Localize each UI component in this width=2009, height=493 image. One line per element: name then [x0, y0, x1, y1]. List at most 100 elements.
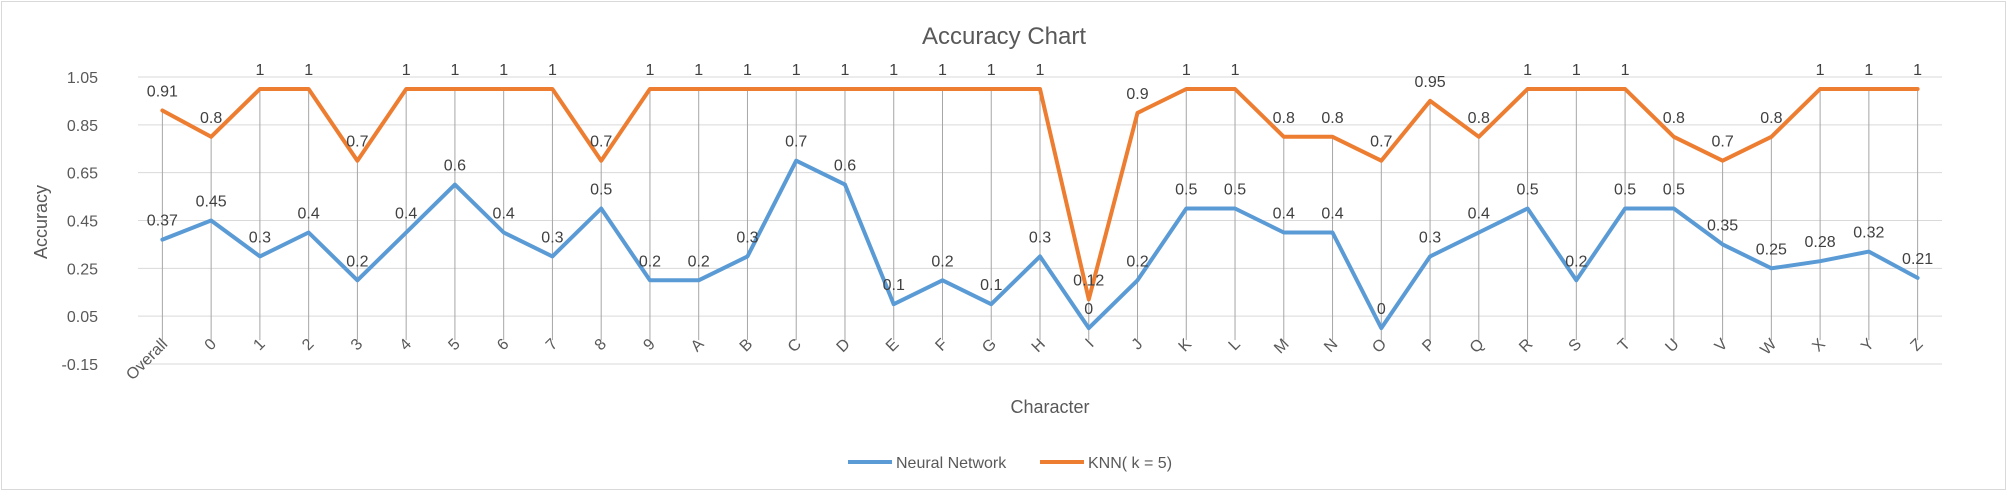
y-tick-label: 0.65 [67, 166, 98, 183]
legend-label: KNN( k = 5) [1088, 455, 1172, 472]
nn-data-label: 0.35 [1707, 217, 1738, 234]
knn-data-label: 0.7 [590, 134, 612, 151]
knn-data-label: 1 [255, 62, 264, 79]
x-axis-ticks: Overall 0 1 2 3 4 5 6 7 8 9 A B C D E F G H I J K L M N O P Q R S T U V W… [123, 335, 1926, 383]
x-axis-title: Character [1010, 397, 1089, 417]
knn-data-label: 0.7 [1370, 134, 1392, 151]
knn-data-label: 1 [645, 62, 654, 79]
knn-data-label: 0.9 [1126, 86, 1148, 103]
nn-data-label: 0.3 [736, 229, 758, 246]
knn-data-label: 0.12 [1073, 272, 1104, 289]
nn-data-label: 0.1 [980, 277, 1002, 294]
y-axis-title: Accuracy [31, 185, 51, 259]
x-tick-label: Y [1858, 336, 1878, 356]
knn-data-label: 1 [987, 62, 996, 79]
x-tick-label: F [932, 336, 951, 355]
knn-data-label: 1 [1621, 62, 1630, 79]
nn-data-label: 0.5 [1516, 182, 1538, 199]
y-tick-label: 0.05 [67, 309, 98, 326]
knn-data-label: 1 [499, 62, 508, 79]
nn-data-label: 0.32 [1853, 225, 1884, 242]
knn-data-label: 1 [792, 62, 801, 79]
x-tick-label: C [785, 336, 805, 356]
nn-data-label: 0.2 [931, 253, 953, 270]
knn-data-label: 1 [889, 62, 898, 79]
x-tick-label: Z [1908, 336, 1927, 355]
x-tick-label: I [1082, 336, 1097, 351]
category-droplines [161, 88, 1919, 341]
x-tick-label: P [1419, 336, 1439, 356]
knn-data-label: 1 [694, 62, 703, 79]
x-tick-label: R [1516, 336, 1536, 356]
knn-data-label: 1 [1572, 62, 1581, 79]
knn-data-label: 1 [402, 62, 411, 79]
y-tick-label: 0.25 [67, 261, 98, 278]
knn-data-label: 1 [1231, 62, 1240, 79]
knn-data-label: 1 [938, 62, 947, 79]
nn-data-label: 0.4 [1273, 205, 1295, 222]
x-tick-label: Overall [123, 336, 171, 384]
nn-data-label: 0.3 [249, 229, 271, 246]
knn-data-label: 1 [548, 62, 557, 79]
nn-data-label: 0.4 [1468, 205, 1490, 222]
nn-data-label: 0.2 [688, 253, 710, 270]
nn-data-label: 0.5 [1175, 182, 1197, 199]
x-tick-label: U [1662, 336, 1682, 356]
knn-data-label: 1 [1864, 62, 1873, 79]
knn-data-label: 1 [450, 62, 459, 79]
knn-data-label: 1 [1816, 62, 1825, 79]
knn-data-label: 0.7 [346, 134, 368, 151]
x-tick-label: D [834, 336, 854, 356]
y-tick-label: -0.15 [62, 357, 99, 374]
x-tick-label: W [1757, 335, 1780, 358]
knn-data-label: 0.8 [200, 110, 222, 127]
x-tick-label: Q [1467, 336, 1488, 357]
x-tick-label: V [1712, 336, 1732, 356]
series-neural-network [160, 158, 1920, 331]
y-tick-label: 0.45 [67, 214, 98, 231]
nn-data-label: 0.21 [1902, 251, 1933, 268]
y-tick-label: 1.05 [67, 70, 98, 87]
nn-data-label: 0.4 [493, 205, 515, 222]
y-tick-label: 0.85 [67, 118, 98, 135]
knn-data-label: 0.8 [1273, 110, 1295, 127]
nn-data-label: 0.4 [298, 205, 320, 222]
nn-data-label: 0.2 [1126, 253, 1148, 270]
knn-data-label: 1 [841, 62, 850, 79]
legend: Neural Network KNN( k = 5) [848, 455, 1172, 472]
x-tick-label: K [1176, 336, 1196, 356]
nn-data-label: 0.3 [541, 229, 563, 246]
nn-data-label: 0.2 [639, 253, 661, 270]
x-tick-label: H [1029, 336, 1049, 356]
nn-data-label: 0.1 [883, 277, 905, 294]
x-tick-label: X [1809, 336, 1829, 356]
nn-data-label: 0 [1377, 301, 1386, 318]
knn-data-label: 1 [1913, 62, 1922, 79]
knn-data-label: 1 [1523, 62, 1532, 79]
nn-data-label: 0.6 [834, 158, 856, 175]
nn-data-label: 0.5 [1224, 182, 1246, 199]
nn-data-label: 0.37 [147, 213, 178, 230]
nn-data-label: 0.2 [346, 253, 368, 270]
nn-data-label: 0.28 [1805, 234, 1836, 251]
series-knn [160, 87, 1920, 302]
y-axis-ticks: 1.05 0.85 0.65 0.45 0.25 0.05 -0.15 [62, 70, 99, 374]
nn-data-label: 0.5 [1663, 182, 1685, 199]
series-lines [160, 87, 1920, 331]
nn-data-label: 0 [1084, 301, 1093, 318]
nn-data-label: 0.5 [1614, 182, 1636, 199]
knn-data-label: 0.8 [1663, 110, 1685, 127]
knn-data-label: 1 [1182, 62, 1191, 79]
x-tick-label: S [1566, 336, 1586, 356]
knn-data-label: 0.95 [1414, 74, 1445, 91]
knn-data-label: 0.7 [1711, 134, 1733, 151]
chart-title: Accuracy Chart [922, 23, 1086, 50]
x-tick-label: A [688, 336, 708, 356]
knn-data-label: 1 [1036, 62, 1045, 79]
x-tick-label: T [1615, 336, 1634, 355]
x-tick-label: O [1369, 336, 1390, 357]
x-tick-label: N [1321, 336, 1341, 356]
knn-data-label: 0.8 [1760, 110, 1782, 127]
